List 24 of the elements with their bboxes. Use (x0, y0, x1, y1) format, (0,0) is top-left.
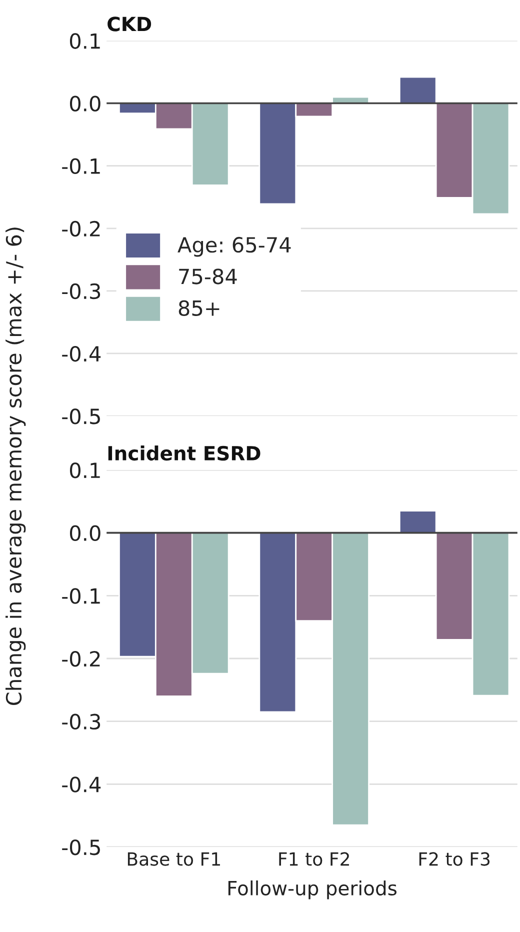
y-tick-label: -0.1 (62, 588, 100, 604)
y-tick-label: -0.4 (62, 346, 101, 362)
y-tick-label: -0.2 (62, 650, 100, 667)
x-tick-label: F2 to F3 (419, 852, 490, 866)
legend-label: 85+ (178, 300, 220, 316)
chart-title: CKD (108, 16, 152, 32)
y-tick-label: 0.1 (70, 462, 100, 478)
y-tick-label: 0.0 (70, 525, 100, 542)
legend-label: 75-84 (179, 268, 237, 284)
y-axis-title: Change in average memory score (max +/- 6) (6, 228, 26, 705)
legend-label: Age: 65-74 (178, 236, 291, 257)
x-tick-label: F1 to F2 (279, 852, 349, 866)
y-tick-label: -0.3 (62, 283, 100, 300)
x-axis-title: Follow-up periods (228, 880, 397, 900)
y-tick-label: -0.4 (62, 776, 101, 792)
y-tick-label: -0.5 (62, 408, 100, 424)
y-tick-label: -0.3 (62, 714, 100, 730)
y-tick-label: -0.5 (62, 839, 100, 856)
y-tick-label: 0.0 (70, 96, 100, 112)
x-tick-label: Base to F1 (128, 852, 220, 866)
y-tick-label: -0.1 (62, 158, 100, 174)
y-tick-label: 0.1 (70, 33, 100, 49)
y-tick-label: -0.2 (62, 220, 100, 237)
chart-title: Incident ESRD (108, 446, 260, 461)
